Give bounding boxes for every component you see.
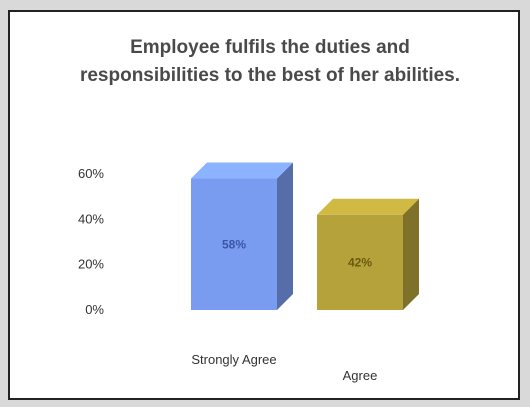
bar-top [317, 198, 419, 215]
y-tick-label: 20% [78, 257, 104, 272]
y-tick-label: 60% [78, 166, 104, 181]
x-category-label: Agree [343, 368, 378, 383]
x-category-label: Strongly Agree [191, 352, 276, 367]
chart-frame: Employee fulfils the duties and responsi… [8, 10, 520, 400]
bar-side [403, 198, 419, 310]
bar-2 [317, 198, 419, 310]
data-label: 42% [348, 255, 372, 269]
y-tick-label: 0% [85, 302, 104, 317]
bar-chart: 0% 20% 40% 60% 58% 42% Strongly Agree Agree [78, 162, 419, 383]
bar-1 [191, 162, 293, 310]
bar-front [317, 214, 403, 310]
bar-front [191, 178, 277, 310]
chart-title: Employee fulfils the duties and responsi… [79, 37, 461, 86]
bar-side [277, 162, 293, 310]
bar-top [191, 162, 293, 179]
y-tick-label: 40% [78, 211, 104, 226]
data-label: 58% [222, 237, 246, 251]
